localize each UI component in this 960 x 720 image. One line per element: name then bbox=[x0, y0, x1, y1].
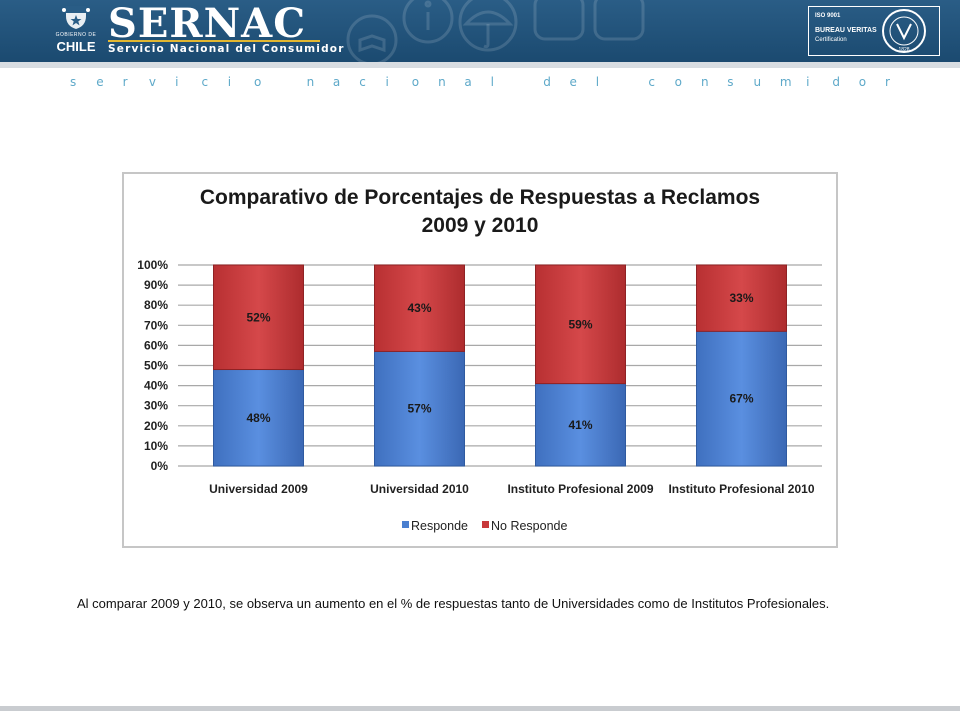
tagline-letter: i bbox=[806, 75, 810, 89]
tagline-letter: r bbox=[885, 75, 890, 89]
sernac-subtitle: Servicio Nacional del Consumidor bbox=[108, 43, 345, 55]
bureau-veritas-label: BUREAU VERITAS bbox=[815, 27, 877, 34]
chart-title-line-2: 2009 y 2010 bbox=[421, 214, 539, 237]
tagline-letter: s bbox=[727, 75, 734, 89]
tagline-letter: e bbox=[569, 75, 577, 89]
gobierno-de-label: GOBIERNO DE bbox=[55, 32, 97, 38]
tagline-letter: d bbox=[832, 75, 841, 89]
tagline-letter: i bbox=[227, 75, 232, 89]
header-divider bbox=[0, 62, 960, 68]
chart-title-line-1: Comparativo de Porcentajes de Respuestas… bbox=[199, 186, 761, 209]
tagline-letter: o bbox=[674, 75, 683, 89]
header-decoration-icons bbox=[346, 0, 645, 62]
tagline-letter: r bbox=[122, 75, 128, 89]
book-icon bbox=[346, 14, 398, 62]
tagline-letter: d bbox=[543, 75, 551, 89]
tagline-letter: c bbox=[359, 75, 366, 89]
info-icon bbox=[402, 0, 454, 44]
chile-coat-of-arms-icon bbox=[62, 6, 90, 29]
tagline-letter: l bbox=[595, 75, 600, 89]
tagline-letter: i bbox=[175, 75, 179, 89]
tagline-letter: i bbox=[385, 75, 389, 89]
header-bar: GOBIERNO DE CHILE SERNAC Servicio Nacion… bbox=[0, 0, 960, 62]
tagline-letter: o bbox=[858, 75, 867, 89]
certification-label: Certification bbox=[815, 37, 847, 43]
svg-text:1828: 1828 bbox=[898, 47, 909, 53]
tagline-letter: a bbox=[332, 75, 341, 89]
gobierno-de-chile-logo: GOBIERNO DE CHILE bbox=[52, 4, 100, 56]
sernac-logo: SERNAC bbox=[108, 0, 307, 47]
tagline-letter: n bbox=[438, 75, 446, 89]
tagline-letter: v bbox=[148, 75, 156, 89]
tagline-letter: c bbox=[648, 75, 655, 89]
bureau-veritas-seal-icon: 1828 bbox=[882, 9, 926, 53]
tagline-letter: e bbox=[96, 75, 104, 89]
tagline-letter: n bbox=[306, 75, 315, 89]
footer-divider bbox=[0, 706, 960, 711]
chile-label: CHILE bbox=[56, 39, 96, 54]
tagline-letter: m bbox=[779, 75, 792, 89]
tagline-letter: o bbox=[411, 75, 420, 89]
tagline-letter: o bbox=[254, 75, 262, 89]
tagline-letter: s bbox=[70, 75, 77, 89]
tagline-letter: a bbox=[464, 75, 472, 89]
tagline-letter: l bbox=[490, 75, 494, 89]
iso-label: ISO 9001 bbox=[815, 13, 841, 19]
logo-underline bbox=[108, 40, 320, 42]
tagline-letter: c bbox=[201, 75, 209, 89]
chart-title: Comparativo de Porcentajes de Respuestas… bbox=[122, 184, 838, 240]
tagline-letter: u bbox=[753, 75, 762, 89]
bureau-veritas-certification: ISO 9001 BUREAU VERITAS Certification 18… bbox=[808, 6, 940, 56]
tagline-letter: n bbox=[700, 75, 709, 89]
umbrella-icon bbox=[458, 0, 518, 52]
caption-text: Al comparar 2009 y 2010, se observa un a… bbox=[77, 596, 830, 611]
